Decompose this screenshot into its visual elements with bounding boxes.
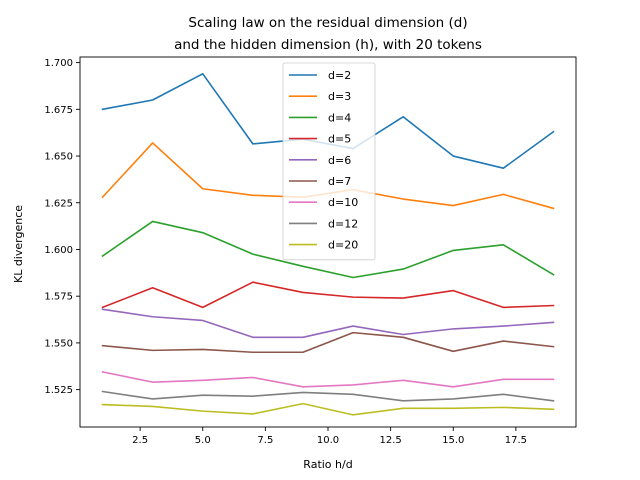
series-line-d-12: [101, 390, 555, 402]
chart-title-line2: and the hidden dimension (h), with 20 to…: [174, 37, 482, 53]
y-tick-label: 1.625: [44, 198, 73, 209]
y-tick-label: 1.550: [44, 338, 73, 349]
legend-label: d=20: [328, 239, 358, 252]
y-axis-label: KL divergence: [12, 205, 25, 283]
legend-label: d=10: [328, 196, 358, 209]
legend-box: [282, 62, 376, 261]
x-tick-label: 5.0: [195, 435, 211, 446]
y-tick-label: 1.600: [44, 245, 73, 256]
series-line-d-7: [101, 331, 555, 354]
x-axis-label: Ratio h/d: [303, 458, 352, 471]
y-tick-label: 1.700: [44, 58, 73, 69]
x-tick-label: 17.5: [505, 435, 527, 446]
series-line-d-10: [101, 370, 555, 388]
y-tick-label: 1.675: [44, 105, 73, 116]
legend-label: d=7: [328, 175, 351, 188]
x-tick-label: 2.5: [132, 435, 148, 446]
series-line-d-20: [101, 402, 555, 416]
x-tick-label: 15.0: [442, 435, 464, 446]
x-tick-label: 10.0: [317, 435, 339, 446]
y-tick-label: 1.650: [44, 152, 73, 163]
series-line-d-6: [101, 308, 555, 339]
series-line-d-4: [101, 220, 555, 279]
axis-ticks: 2.5 5.0 7.5 10.0 12.5 15.0 17.5 1.525 1.550 1.575…: [44, 56, 577, 446]
legend-label: d=2: [328, 69, 351, 82]
y-tick-label: 1.575: [44, 292, 73, 303]
x-tick-label: 7.5: [257, 435, 273, 446]
y-tick-label: 1.525: [44, 385, 73, 396]
x-tick-label: 12.5: [379, 435, 401, 446]
legend-label: d=6: [328, 154, 351, 167]
legend-label: d=4: [328, 111, 351, 124]
series-line-d-5: [101, 281, 555, 309]
legend: d=2 d=3 d=4 d=5 d=6 d=7 d=10 d=12 d=20: [282, 62, 376, 261]
legend-label: d=12: [328, 217, 358, 230]
legend-label: d=3: [328, 90, 351, 103]
chart-title-line1: Scaling law on the residual dimension (d…: [188, 15, 467, 31]
legend-label: d=5: [328, 133, 351, 146]
